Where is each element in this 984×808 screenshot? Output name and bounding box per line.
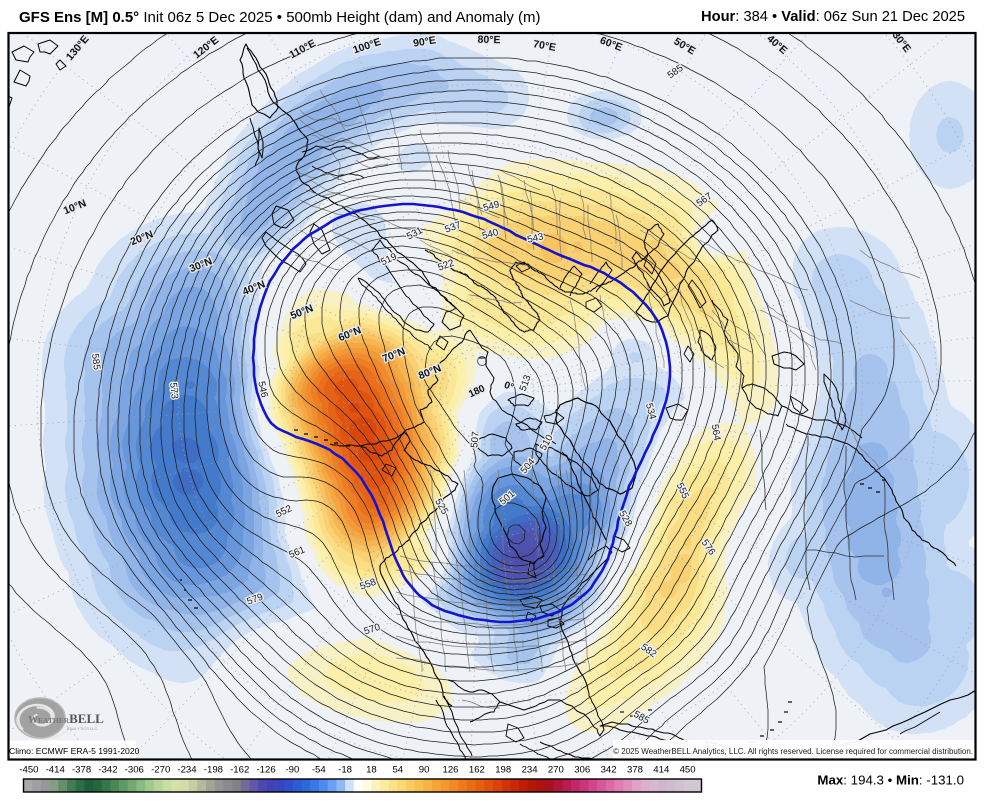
- svg-text:-54: -54: [312, 765, 327, 776]
- svg-text:162: 162: [469, 765, 485, 776]
- svg-text:-378: -378: [72, 765, 91, 776]
- svg-text:414: 414: [653, 765, 670, 776]
- svg-text:126: 126: [442, 765, 458, 776]
- svg-text:-162: -162: [230, 765, 249, 776]
- svg-text:378: 378: [627, 765, 643, 776]
- svg-text:18: 18: [366, 765, 377, 776]
- svg-text:-342: -342: [98, 765, 117, 776]
- svg-text:-90: -90: [285, 765, 299, 776]
- svg-text:90: 90: [419, 765, 430, 776]
- svg-text:90°E: 90°E: [412, 34, 436, 49]
- svg-text:70°E: 70°E: [532, 38, 557, 54]
- svg-text:306: 306: [574, 765, 590, 776]
- svg-text:54: 54: [392, 765, 403, 776]
- svg-text:-198: -198: [204, 765, 223, 776]
- svg-text:Climo: ECMWF ERA-5 1991-2020: Climo: ECMWF ERA-5 1991-2020: [9, 746, 140, 756]
- svg-text:-450: -450: [19, 765, 38, 776]
- svg-text:564: 564: [709, 424, 723, 443]
- svg-text:573: 573: [167, 382, 180, 400]
- svg-text:-306: -306: [125, 765, 144, 776]
- svg-text:507: 507: [469, 431, 481, 448]
- svg-text:-126: -126: [256, 765, 275, 776]
- svg-text:543: 543: [526, 231, 545, 245]
- svg-text:270: 270: [548, 765, 564, 776]
- svg-text:ANALYTICS LLC: ANALYTICS LLC: [67, 726, 97, 731]
- svg-text:450: 450: [680, 765, 696, 776]
- svg-text:-270: -270: [151, 765, 170, 776]
- svg-text:-18: -18: [338, 765, 352, 776]
- svg-text:234: 234: [522, 765, 539, 776]
- svg-text:585: 585: [89, 353, 102, 371]
- svg-text:-414: -414: [46, 765, 66, 776]
- svg-text:342: 342: [601, 765, 617, 776]
- svg-text:Max: 194.3 • Min: -131.0: Max: 194.3 • Min: -131.0: [817, 773, 964, 788]
- svg-text:198: 198: [495, 765, 511, 776]
- svg-text:© 2025 WeatherBELL Analytics,: © 2025 WeatherBELL Analytics, LLC. All r…: [613, 747, 973, 756]
- svg-text:80°E: 80°E: [478, 34, 501, 46]
- svg-text:546: 546: [255, 380, 269, 399]
- svg-text:-234: -234: [177, 765, 197, 776]
